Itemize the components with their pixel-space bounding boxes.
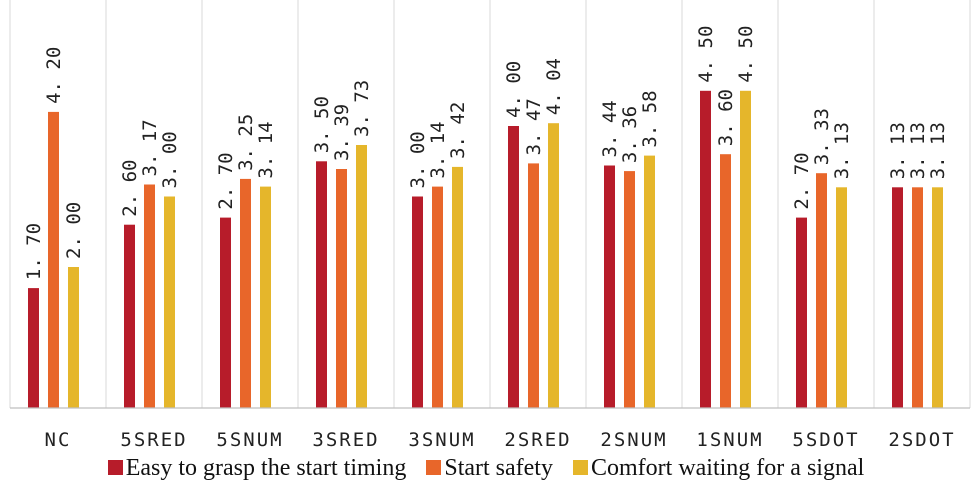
bar-2snum-series-2 [644,155,655,408]
data-labels: 1. 704. 202. 002. 603. 173. 00 2. 703. 25… [23,26,949,281]
bar-2sdot-series-1 [912,187,923,408]
data-label-2sred-series-2: 4. 04 [543,58,565,115]
bar-5sred-series-0 [124,224,135,408]
bar-3snum-series-1 [432,186,443,408]
legend-label-start-safety: Start safety [444,455,553,481]
bar-1snum-series-0 [700,90,711,409]
bar-5sred-series-1 [144,184,155,408]
bar-5snum-series-2 [260,186,271,408]
data-label-5sdot-series-2: 3. 13 [831,122,853,179]
legend-swatch-easy-to-grasp [107,460,123,475]
data-label-nc-series-0: 1. 70 [23,223,45,280]
bar-5sdot-series-1 [816,173,827,408]
legend-swatch-start-safety [426,460,442,475]
x-tick-label-5sdot: 5SDOT [792,429,859,450]
legend-label-easy-to-grasp: Easy to grasp the start timing [125,455,407,481]
bar-5snum-series-1 [240,178,251,408]
bar-3sred-series-1 [336,169,347,408]
data-label-5sred-series-1: 3. 17 [139,119,161,176]
data-label-3snum-series-2: 3. 42 [447,102,469,159]
data-label-2snum-series-0: 3. 44 [599,100,621,157]
bar-nc-series-0 [28,288,39,408]
x-tick-label-5sred: 5SRED [120,429,187,450]
data-label-2snum-series-2: 3. 58 [639,90,661,147]
data-label-5sred-series-0: 2. 60 [119,159,141,216]
data-label-3sred-series-1: 3. 39 [331,104,353,161]
data-label-3snum-series-1: 3. 14 [427,121,449,178]
data-label-5sred-series-2: 3. 00 [159,131,181,188]
bar-3sred-series-0 [316,161,327,409]
data-label-1snum-series-0: 4. 50 [695,26,717,83]
bar-5snum-series-0 [220,217,231,408]
legend-swatch-comfort-waiting [572,460,588,475]
bar-3sred-series-2 [356,145,367,408]
x-tick-labels: NC 5SRED 5SNUM 3SRED 3SNUM 2SRED 2SNUM 1SNUM 5SD… [45,429,955,450]
bar-5sred-series-2 [164,196,175,408]
bar-3snum-series-0 [412,196,423,408]
x-tick-label-5snum: 5SNUM [216,429,283,450]
legend-label-comfort-waiting: Comfort waiting for a signal [590,455,865,481]
bar-2sred-series-1 [528,163,539,408]
data-label-1snum-series-1: 3. 60 [715,89,737,146]
category-gridlines [9,0,971,408]
data-label-2snum-series-1: 3. 36 [619,106,641,163]
bar-nc-series-2 [68,267,79,408]
bar-2sdot-series-0 [892,187,903,408]
bar-5sdot-series-2 [836,187,847,408]
bar-2snum-series-1 [624,171,635,408]
legend: Easy to grasp the start timing Start saf… [0,455,972,482]
bar-nc-series-1 [48,111,59,409]
data-label-2sdot-series-1: 3. 13 [907,122,929,179]
x-tick-label-2sred: 2SRED [504,429,571,450]
x-tick-label-1snum: 1SNUM [696,429,763,450]
bar-chart: 1. 704. 202. 002. 603. 173. 00 2. 703. 25… [9,0,971,450]
x-tick-label-2snum: 2SNUM [600,429,667,450]
bar-5sdot-series-0 [796,217,807,408]
data-label-3sred-series-2: 3. 73 [351,80,373,137]
bar-2sdot-series-2 [932,187,943,408]
data-label-1snum-series-2: 4. 50 [735,26,757,83]
data-label-3snum-series-0: 3. 00 [407,131,429,188]
x-tick-label-3sred: 3SRED [312,429,379,450]
x-tick-label-nc: NC [45,429,72,450]
x-tick-label-2sdot: 2SDOT [888,429,955,450]
legend-item-comfort-waiting: Comfort waiting for a signal [572,455,865,482]
bar-2sred-series-2 [548,123,559,408]
data-label-2sred-series-0: 4. 00 [503,61,525,118]
data-label-5snum-series-0: 2. 70 [215,152,237,209]
data-label-nc-series-2: 2. 00 [63,202,85,259]
data-label-2sdot-series-2: 3. 13 [927,122,949,179]
bar-2snum-series-0 [604,165,615,408]
data-label-5sdot-series-0: 2. 70 [791,152,813,209]
bars [28,90,943,409]
data-label-nc-series-1: 4. 20 [43,47,65,104]
data-label-2sdot-series-0: 3. 13 [887,122,909,179]
bar-3snum-series-2 [452,166,463,408]
x-tick-label-3snum: 3SNUM [408,429,475,450]
data-label-5snum-series-2: 3. 14 [255,121,277,178]
data-label-3sred-series-0: 3. 50 [311,96,333,153]
data-label-5snum-series-1: 3. 25 [235,114,257,171]
bar-1snum-series-2 [740,90,751,409]
legend-item-start-safety: Start safety [426,455,553,482]
legend-item-easy-to-grasp: Easy to grasp the start timing [107,455,407,482]
data-label-5sdot-series-1: 3. 33 [811,108,833,165]
bar-2sred-series-0 [508,126,519,408]
data-label-2sred-series-1: 3. 47 [523,98,545,155]
bar-1snum-series-1 [720,154,731,408]
